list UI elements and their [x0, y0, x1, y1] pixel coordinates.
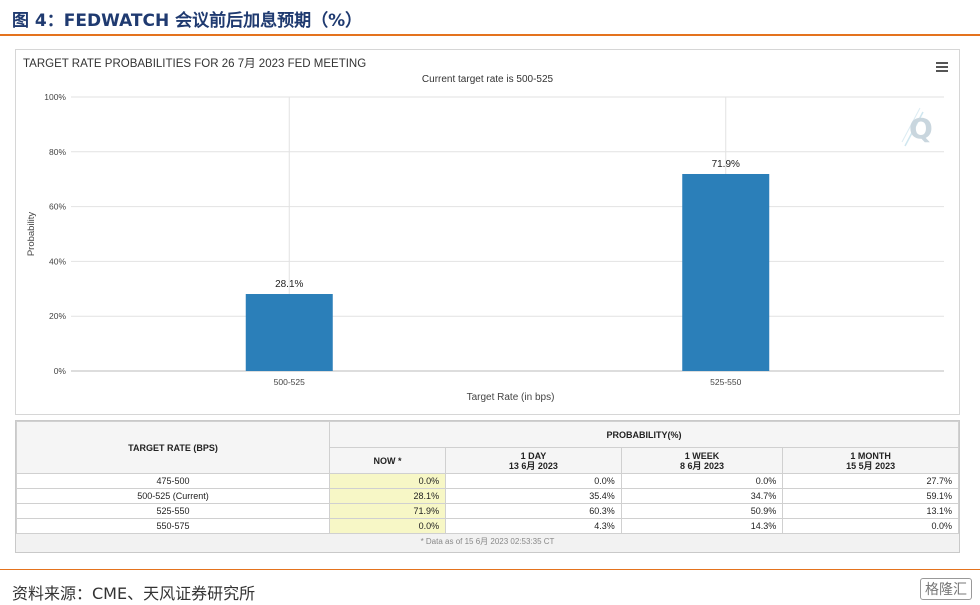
probability-table: TARGET RATE (BPS) PROBABILITY(%) NOW * 1 …: [16, 421, 959, 534]
column-header-date: 13 6月 2023: [508, 460, 558, 471]
y-tick-label: 100%: [44, 92, 66, 102]
column-header: 1 WEEK 8 6月 2023: [620, 447, 784, 474]
data-label: 71.9%: [712, 159, 740, 170]
column-header: 1 DAY 13 6月 2023: [445, 447, 622, 474]
probability-cell: 60.3%: [445, 503, 622, 519]
column-header-line1: 1 MONTH: [850, 450, 891, 461]
chart-subtitle: Current target rate is 500-525: [421, 74, 554, 85]
table-row: 550-575 0.0% 4.3% 14.3% 0.0%: [16, 518, 959, 534]
y-tick-label: 80%: [49, 147, 66, 157]
column-header-line1: 1 DAY: [520, 450, 547, 461]
svg-text:Q: Q: [909, 112, 933, 145]
rate-cell: 500-525 (Current): [16, 488, 330, 504]
probability-cell: 59.1%: [782, 488, 959, 504]
watermark-logo: 格隆汇: [920, 578, 972, 600]
probability-cell: 14.3%: [620, 518, 784, 534]
source-note: 资料来源：CME、天风证券研究所: [12, 584, 256, 603]
column-header-date: 15 5月 2023: [846, 460, 896, 471]
title-divider: [0, 34, 980, 36]
probability-cell: 0.0%: [328, 518, 447, 534]
chart-menu-icon[interactable]: [936, 62, 948, 72]
chart-panel: TARGET RATE PROBABILITIES FOR 26 7月 2023…: [15, 49, 960, 415]
x-tick-label: 500-525: [274, 377, 305, 387]
bar: [682, 173, 770, 371]
header-target-rate: TARGET RATE (BPS): [16, 421, 330, 474]
probability-cell: 0.0%: [620, 473, 784, 489]
probability-cell: 28.1%: [328, 488, 447, 504]
probability-cell: 50.9%: [620, 503, 784, 519]
probability-cell: 0.0%: [445, 473, 622, 489]
table-row: 525-550 71.9% 60.3% 50.9% 13.1%: [16, 503, 959, 519]
table-footnote: * Data as of 15 6月 2023 02:53:35 CT: [420, 537, 555, 546]
bar-chart: 0% 20% 40% 60% 80% 100% 28.1% 500-525 71.9% 525-5…: [26, 92, 944, 403]
probability-cell: 35.4%: [445, 488, 622, 504]
table-row: 475-500 0.0% 0.0% 0.0% 27.7%: [16, 473, 959, 489]
rate-cell: 550-575: [16, 518, 330, 534]
source-divider: [0, 569, 980, 570]
table-row: 500-525 (Current) 28.1% 35.4% 34.7% 59.1%: [16, 488, 959, 504]
y-tick-label: 0%: [54, 366, 67, 376]
probability-cell: 27.7%: [782, 473, 959, 489]
bar: [245, 294, 333, 371]
column-header: NOW *: [328, 447, 447, 474]
probability-table-panel: TARGET RATE (BPS) PROBABILITY(%) NOW * 1 …: [15, 420, 960, 553]
x-axis-title: Target Rate (in bps): [467, 392, 555, 403]
column-header-line1: 1 WEEK: [684, 450, 720, 461]
probability-cell: 34.7%: [620, 488, 784, 504]
rate-cell: 475-500: [16, 473, 330, 489]
rate-cell: 525-550: [16, 503, 330, 519]
figure-title: 图 4：FEDWATCH 会议前后加息预期（%）: [12, 11, 363, 31]
header-probability: PROBABILITY(%): [329, 421, 959, 448]
probability-cell: 0.0%: [328, 473, 447, 489]
y-tick-label: 20%: [49, 311, 66, 321]
y-tick-label: 40%: [49, 256, 66, 266]
probability-cell: 4.3%: [445, 518, 622, 534]
probability-cell: 71.9%: [328, 503, 447, 519]
probability-cell: 13.1%: [782, 503, 959, 519]
quikstrike-logo: Q: [901, 107, 933, 147]
probability-cell: 0.0%: [782, 518, 959, 534]
column-header-line1: NOW *: [373, 455, 402, 466]
chart-title: TARGET RATE PROBABILITIES FOR 26 7月 2023…: [23, 58, 367, 70]
y-axis-title: Probability: [26, 212, 37, 257]
y-tick-label: 60%: [49, 202, 66, 212]
data-label: 28.1%: [275, 279, 303, 290]
column-header: 1 MONTH 15 5月 2023: [782, 447, 959, 474]
x-tick-label: 525-550: [710, 377, 741, 387]
column-header-date: 8 6月 2023: [680, 460, 725, 471]
